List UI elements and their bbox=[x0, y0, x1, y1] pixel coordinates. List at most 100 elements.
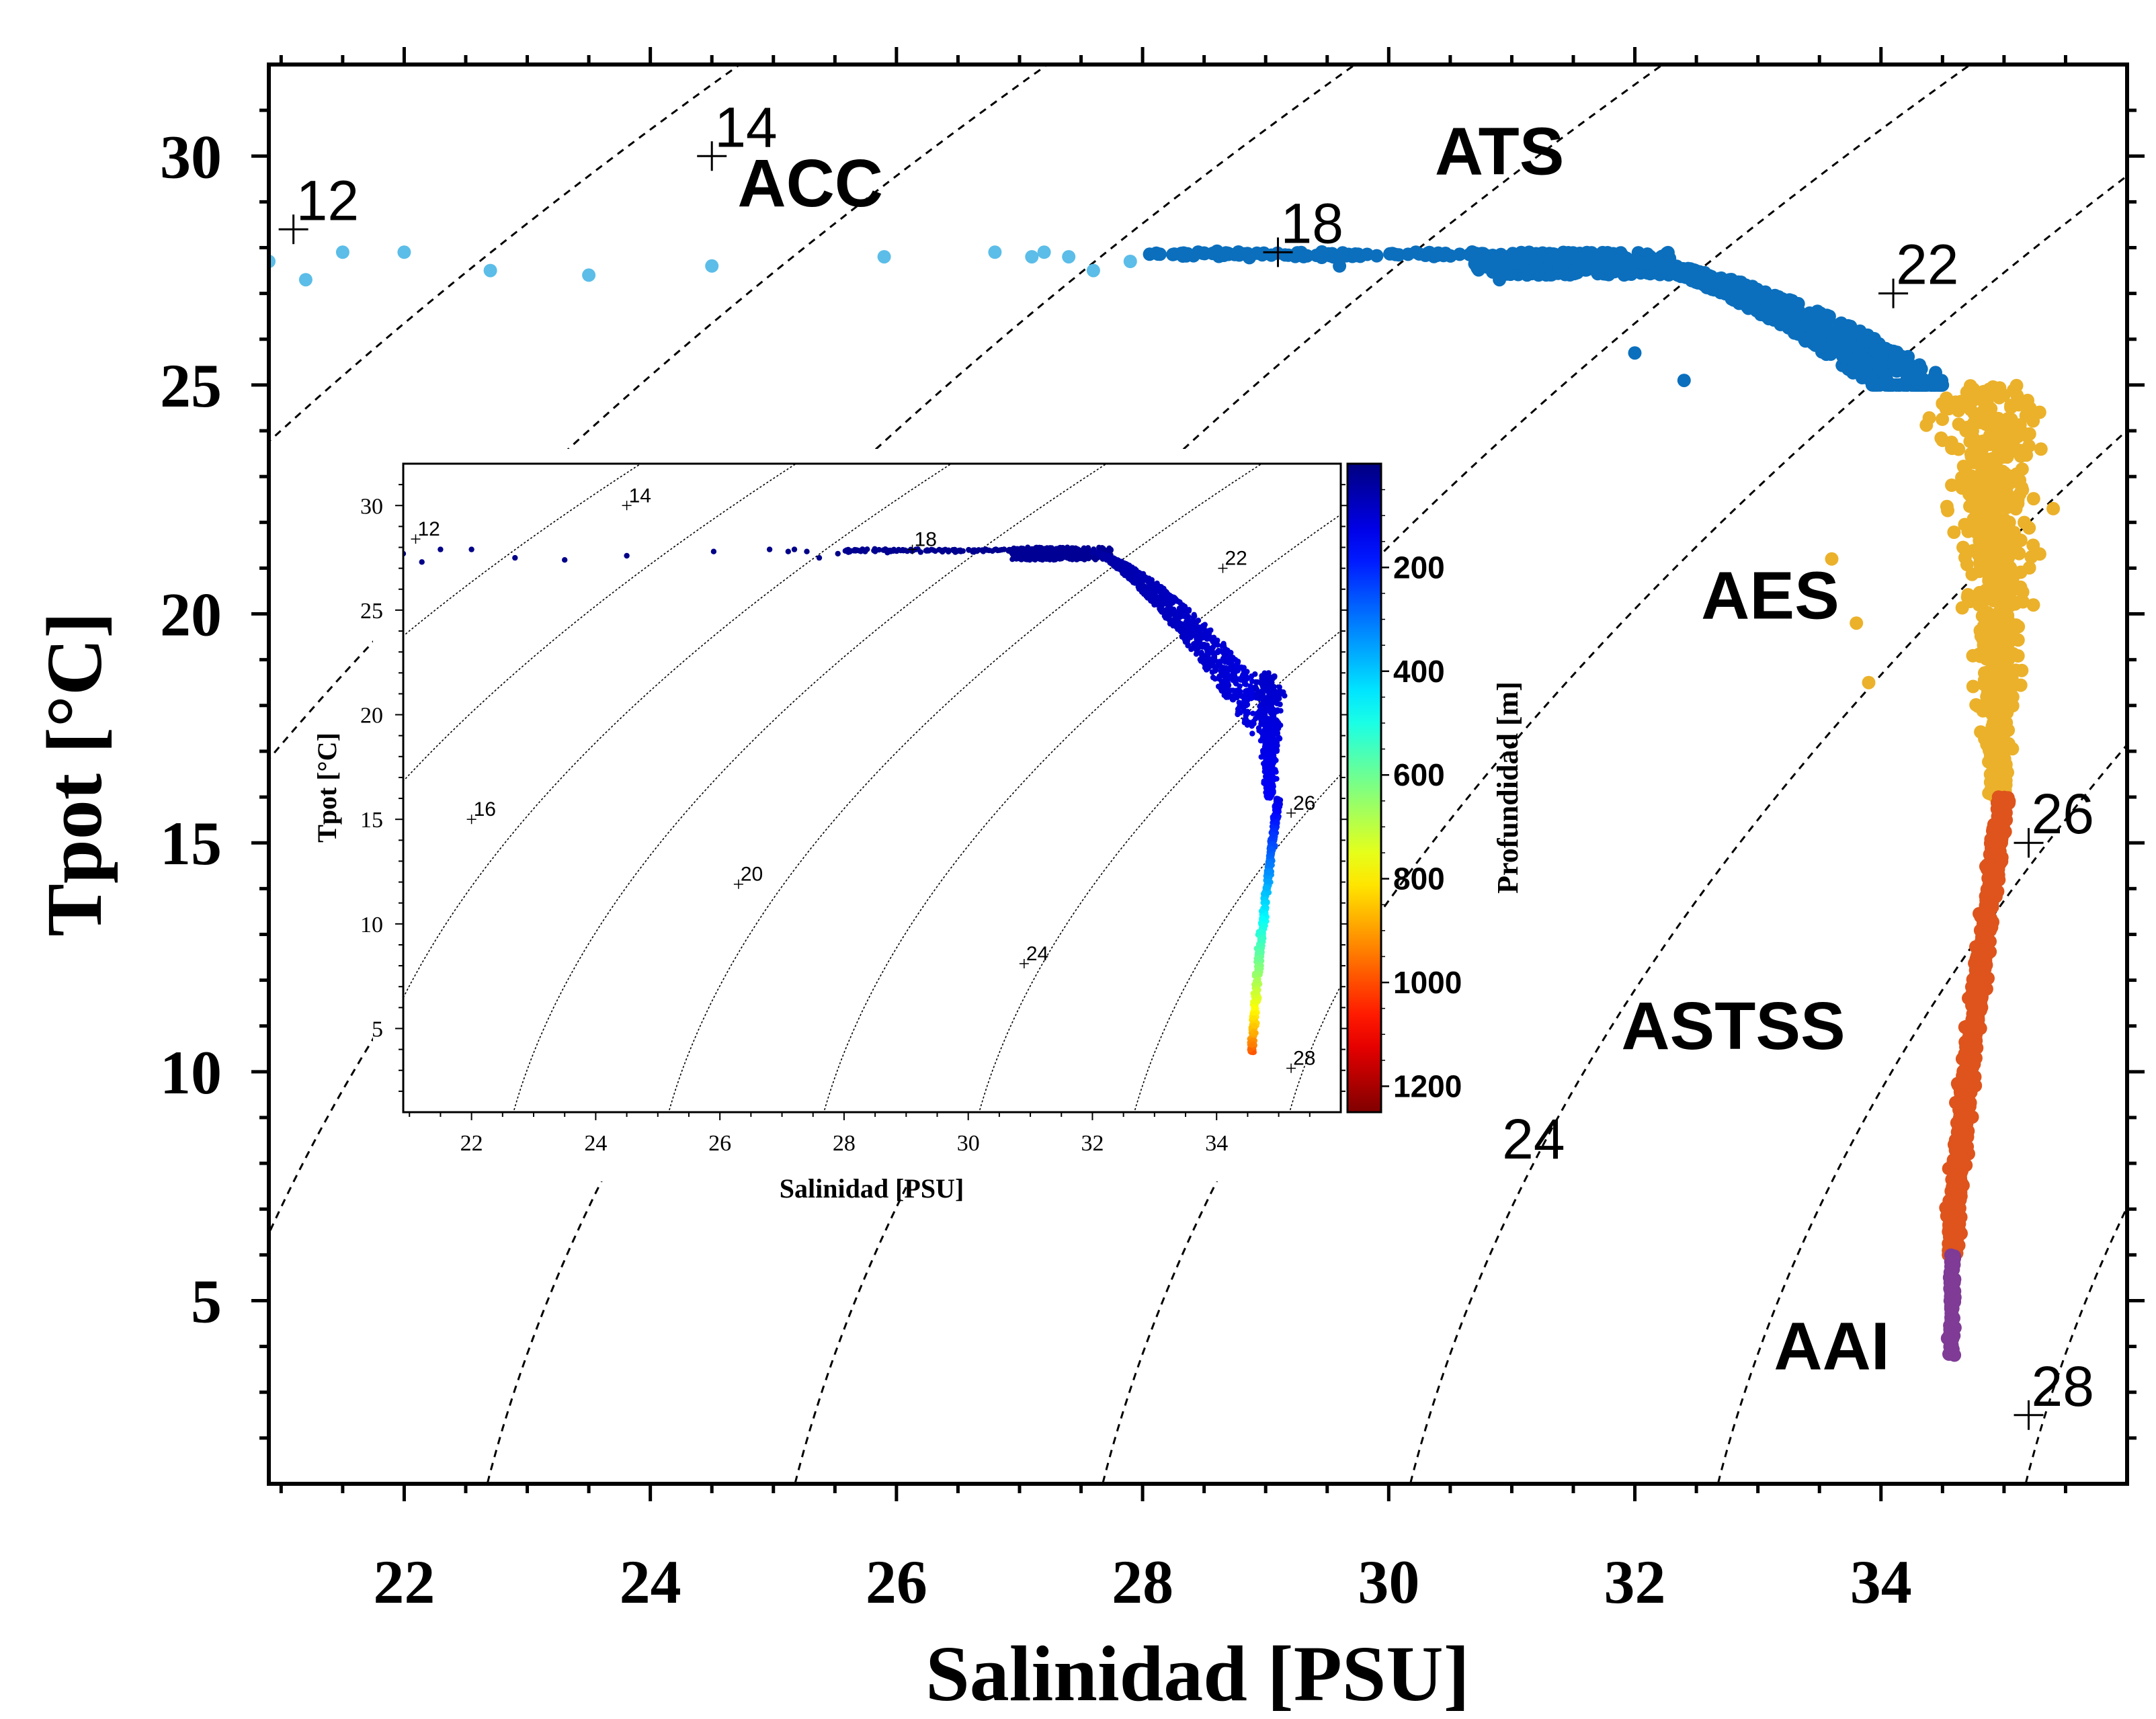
inset-data-point bbox=[1143, 593, 1149, 599]
data-point-aes bbox=[1984, 530, 1998, 544]
inset-data-point bbox=[1227, 654, 1233, 661]
data-point-ats bbox=[1151, 247, 1165, 261]
data-point-aes bbox=[1994, 628, 2008, 642]
inset-data-point bbox=[993, 546, 999, 552]
data-point-ats bbox=[1335, 247, 1349, 261]
inset-data-point bbox=[1048, 549, 1055, 555]
inset-data-point bbox=[872, 546, 878, 552]
data-point-aes bbox=[1940, 499, 1954, 513]
data-point-acc bbox=[1025, 250, 1039, 264]
inset-data-point bbox=[1114, 557, 1121, 563]
inset-data-point bbox=[1237, 683, 1243, 689]
isopycnal-line-28 bbox=[2024, 1204, 2127, 1484]
inset-data-point bbox=[1247, 683, 1253, 689]
inset-data-point bbox=[1159, 608, 1165, 614]
data-point-aai bbox=[1944, 1320, 1958, 1333]
data-point-ats bbox=[1727, 292, 1741, 306]
data-point-acc bbox=[988, 245, 1002, 259]
inset-data-point bbox=[1263, 770, 1270, 777]
inset-data-point bbox=[1018, 555, 1024, 561]
inset-data-point bbox=[1267, 779, 1273, 785]
water-mass-label-aes: AES bbox=[1701, 558, 1839, 633]
main-y-tick-label: 30 bbox=[160, 122, 222, 191]
data-point-aes bbox=[2022, 439, 2036, 453]
inset-isopycnal-line-28 bbox=[1289, 984, 1341, 1112]
data-point-aes bbox=[1986, 619, 2000, 633]
inset-data-point bbox=[1115, 563, 1122, 569]
inset-background bbox=[373, 449, 1361, 1181]
data-point-ats bbox=[1255, 248, 1270, 262]
data-point-aes bbox=[1825, 552, 1839, 566]
isopycnal-marker-12 bbox=[278, 214, 308, 245]
data-point-aes bbox=[1972, 445, 1986, 459]
data-point-acc bbox=[877, 250, 891, 264]
data-point-astss bbox=[1962, 1068, 1976, 1083]
data-point-ats bbox=[1882, 378, 1897, 392]
data-point-aes bbox=[1945, 478, 1958, 492]
inset-data-point bbox=[512, 554, 518, 561]
inset-data-point bbox=[710, 548, 717, 554]
inset-isopycnal-line-26 bbox=[1134, 773, 1341, 1112]
inset-data-point bbox=[1159, 595, 1165, 602]
inset-data-point bbox=[1151, 600, 1157, 606]
inset-data-point bbox=[1156, 588, 1162, 594]
inset-data-point bbox=[1264, 737, 1270, 743]
inset-data-point bbox=[1204, 650, 1210, 656]
inset-data-point bbox=[1056, 546, 1062, 552]
data-point-aai bbox=[1946, 1331, 1960, 1345]
inset-data-point bbox=[970, 549, 977, 555]
inset-data-point bbox=[562, 557, 568, 563]
data-point-ats bbox=[1232, 248, 1246, 262]
data-point-ats bbox=[1196, 246, 1210, 260]
isopycnal-line-24 bbox=[1409, 429, 2127, 1484]
inset-data-point bbox=[1225, 694, 1231, 700]
data-point-aes bbox=[1984, 646, 1998, 661]
inset-data-point bbox=[1073, 552, 1079, 558]
data-point-ats bbox=[1852, 346, 1866, 360]
data-point-aes bbox=[1952, 442, 1966, 456]
inset-data-point bbox=[1246, 719, 1252, 726]
data-point-aai bbox=[1945, 1342, 1959, 1356]
inset-data-point bbox=[1050, 556, 1057, 563]
inset-data-point bbox=[1172, 612, 1179, 618]
data-point-acc bbox=[397, 245, 411, 259]
inset-isopycnal-line-22 bbox=[823, 513, 1341, 1112]
data-point-ats bbox=[1591, 267, 1605, 281]
isopycnal-marker-26 bbox=[2014, 828, 2044, 858]
inset-data-point bbox=[1149, 595, 1155, 601]
data-point-ats bbox=[1628, 346, 1642, 360]
inset-data-point bbox=[1262, 759, 1269, 765]
data-point-ats bbox=[1772, 295, 1786, 309]
isopycnal-label-26: 26 bbox=[2032, 782, 2094, 845]
inset-data-point bbox=[1270, 714, 1277, 720]
data-point-astss bbox=[1964, 1028, 1979, 1042]
data-point-ats bbox=[1824, 347, 1837, 361]
data-point-aes bbox=[1974, 415, 1988, 429]
data-point-aes bbox=[2006, 469, 2020, 483]
inset-data-point bbox=[1253, 715, 1259, 722]
main-y-tick-label: 10 bbox=[160, 1038, 222, 1107]
inset-data-point bbox=[1104, 554, 1110, 561]
inset-data-point bbox=[1245, 696, 1251, 703]
data-point-aes bbox=[2012, 546, 2026, 560]
inset-data-point bbox=[864, 546, 870, 552]
data-point-ats bbox=[1655, 258, 1669, 272]
data-point-ats bbox=[1761, 293, 1775, 307]
inset-data-point bbox=[1272, 767, 1278, 773]
data-point-aes bbox=[1991, 738, 2005, 752]
main-x-tick-label: 30 bbox=[1358, 1548, 1419, 1616]
inset-data-point bbox=[1130, 579, 1136, 585]
data-point-aes bbox=[1962, 487, 1976, 501]
main-y-tick-label: 15 bbox=[160, 809, 222, 878]
data-point-aes bbox=[1976, 595, 1990, 609]
inset-data-point bbox=[1278, 691, 1284, 698]
inset-data-point bbox=[1211, 653, 1218, 659]
data-point-aes bbox=[2000, 664, 2014, 678]
inset-data-point bbox=[1263, 782, 1269, 788]
inset-data-point bbox=[1269, 679, 1275, 685]
data-point-ats bbox=[1868, 378, 1882, 392]
